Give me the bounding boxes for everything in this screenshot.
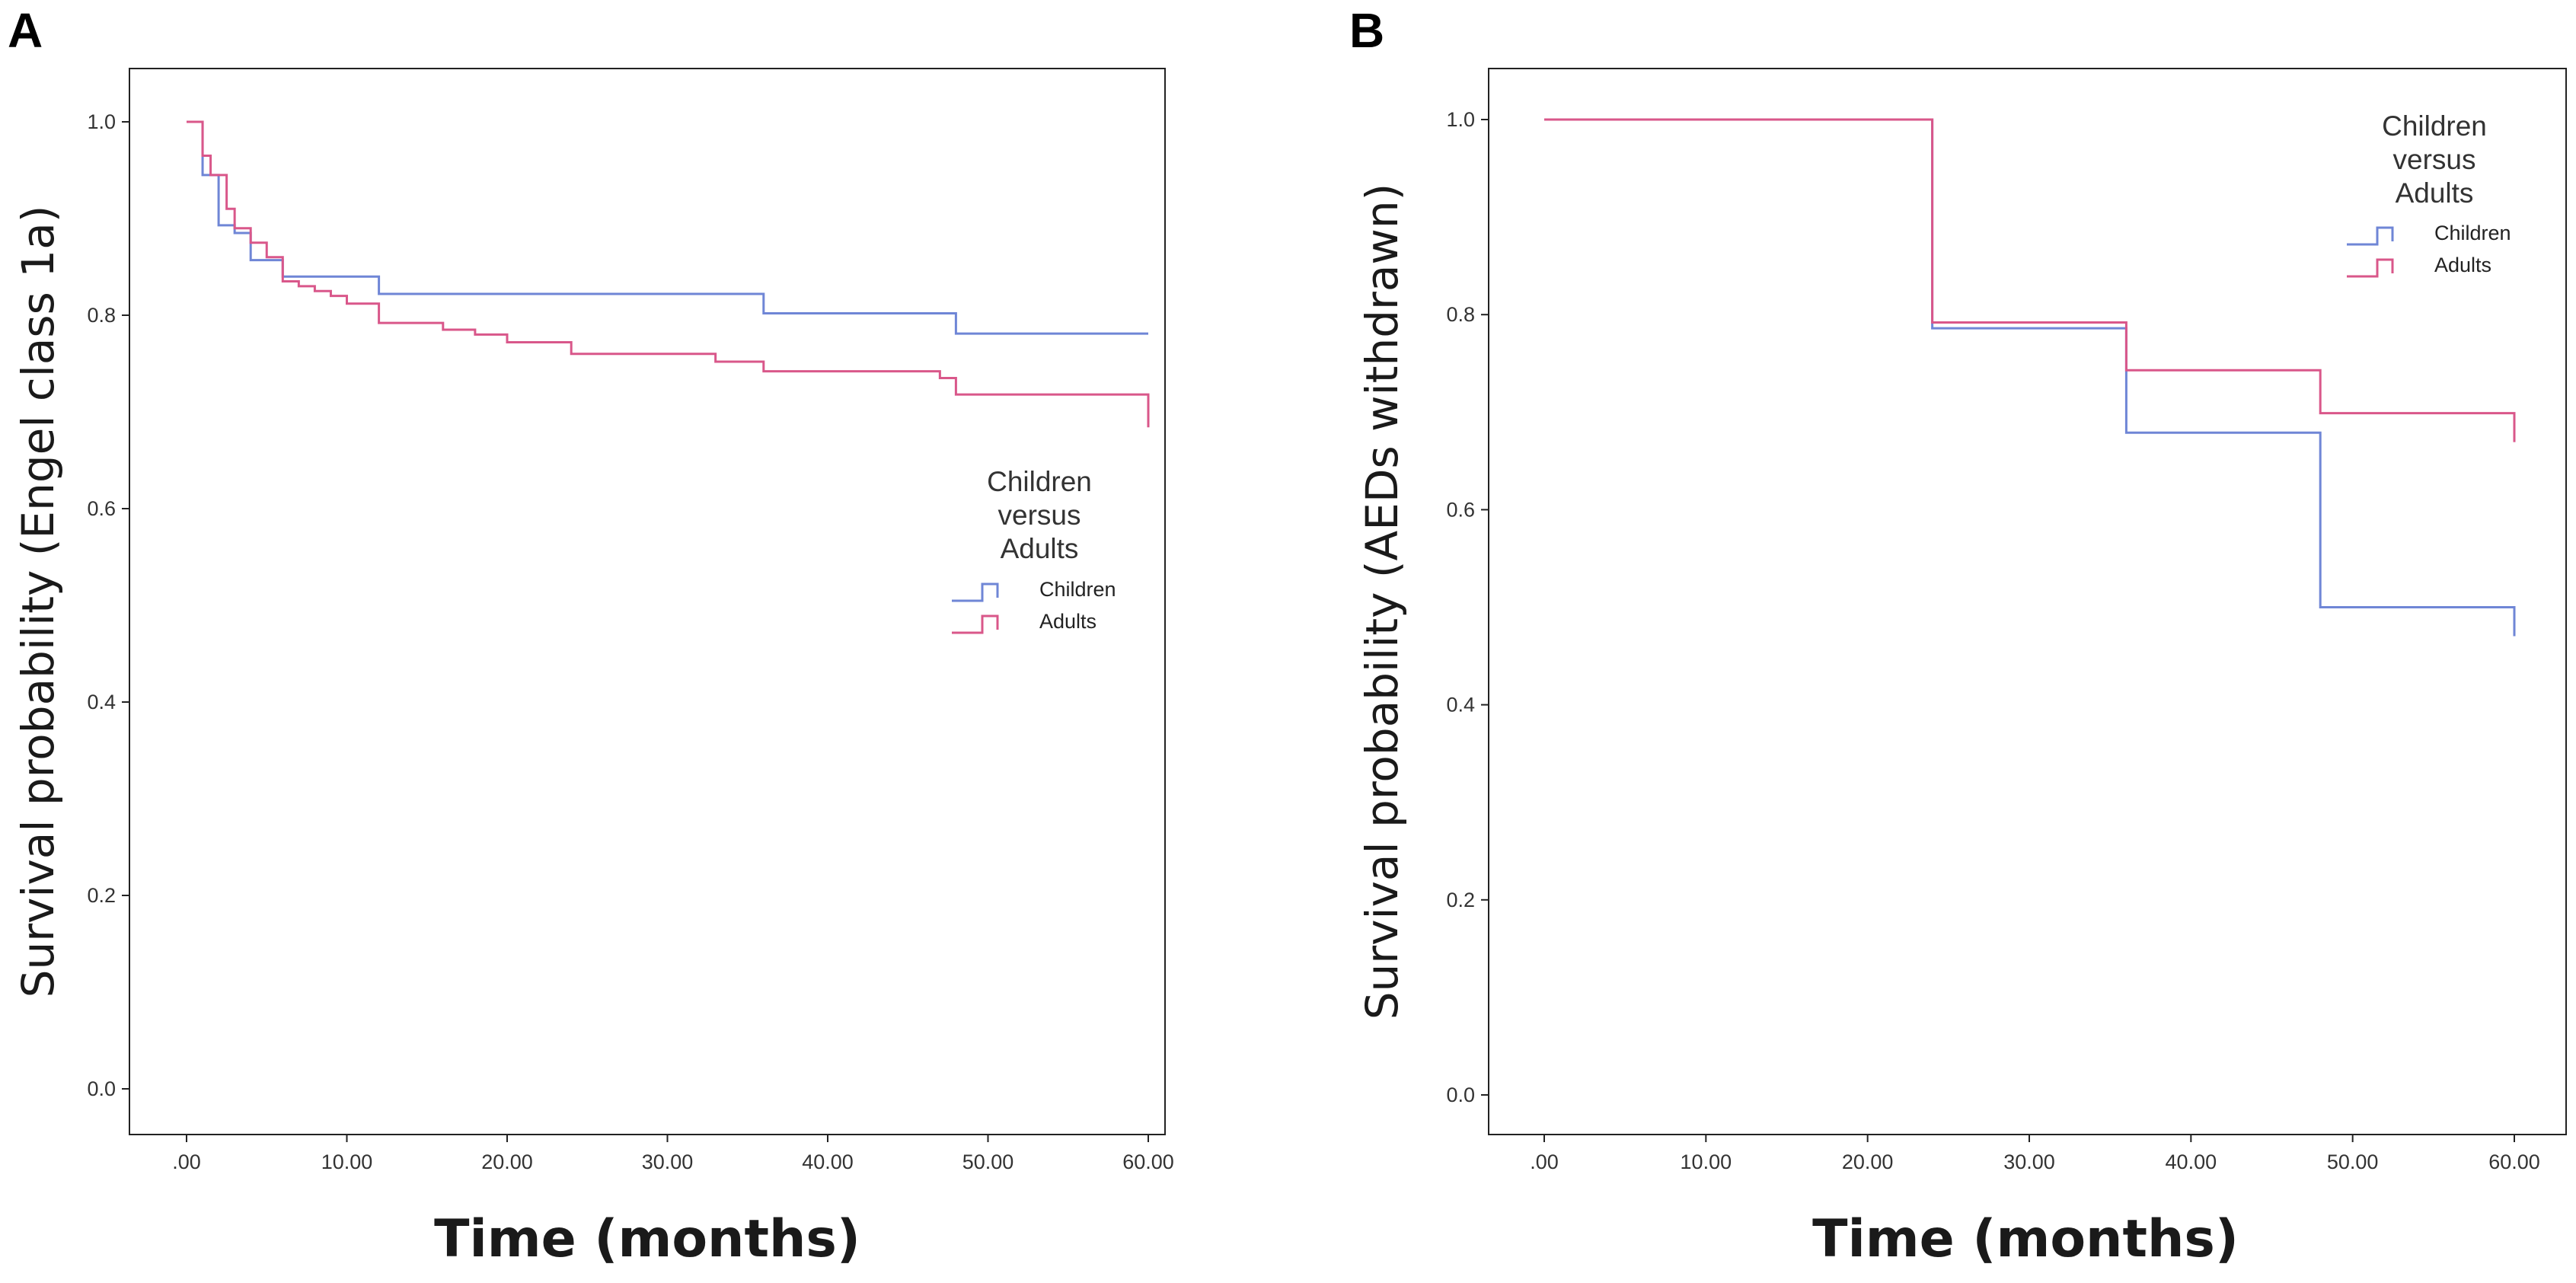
y-tick-label: 0.0 [1446,1084,1475,1106]
y-tick-label: 0.8 [1446,303,1475,326]
y-axis-label: Survival probability (AEDs withdrawn) [1356,184,1408,1020]
legend-swatch-children [2347,226,2394,246]
legend-title-line: Adults [2396,177,2474,209]
plot-frame [129,68,1166,1135]
x-tick-label: .00 [1530,1151,1559,1173]
x-axis-label: Time (months) [434,1209,860,1269]
x-tick-label: 10.00 [1681,1151,1732,1173]
legend-swatch-adults [2347,258,2394,278]
y-tick-label: 0.4 [1446,694,1475,717]
series-line-children [187,120,1148,335]
x-tick-label: 30.00 [2003,1151,2055,1173]
x-tick-label: 20.00 [481,1151,533,1173]
y-tick-label: 0.8 [87,304,116,327]
legend-title-line: versus [2393,144,2476,175]
series-line-children [1544,118,2516,637]
legend-title-line: Children [2382,110,2487,142]
legend-swatch-adults [952,614,999,634]
legend-label-adults: Adults [1039,610,1096,633]
y-tick-label: 0.6 [87,497,116,520]
chart-panel-b: B .00 10.00 20.00 30.00 40.00 50.00 60.00 0.0 0.2… [1349,3,2567,1269]
x-tick-label: 40.00 [2166,1151,2217,1173]
legend-swatch-children [952,582,999,602]
x-tick-label: 60.00 [1122,1151,1174,1173]
series-line-adults [187,120,1150,428]
x-axis-label: Time (months) [1812,1209,2239,1269]
legend-label-adults: Adults [2434,254,2491,276]
legend-title-line: Adults [1001,533,1079,564]
panel-letter: B [1349,3,1384,58]
y-tick-label: 0.6 [1446,498,1475,521]
legend-label-children: Children [2434,222,2511,244]
x-tick-label: 20.00 [1842,1151,1894,1173]
x-tick-label: 40.00 [802,1151,854,1173]
x-tick-label: 30.00 [642,1151,694,1173]
legend-label-children: Children [1039,578,1116,601]
legend-title-line: versus [998,499,1081,531]
panel-letter: A [8,3,43,58]
series-line-adults [1544,118,2516,442]
x-tick-label: 10.00 [321,1151,373,1173]
y-tick-label: 0.4 [87,691,116,713]
x-tick-label: 50.00 [2327,1151,2379,1173]
y-axis-label: Survival probability (Engel class 1a) [12,206,64,998]
y-tick-label: 0.2 [1446,889,1475,911]
x-tick-label: 50.00 [962,1151,1014,1173]
y-tick-label: 1.0 [87,110,116,133]
y-tick-label: 1.0 [1446,108,1475,131]
x-tick-label: 60.00 [2488,1151,2540,1173]
plot-frame [1488,68,2567,1135]
y-tick-label: 0.0 [87,1077,116,1100]
y-tick-label: 0.2 [87,884,116,907]
legend-title-line: Children [987,466,1092,497]
chart-panel-a: A .00 10.00 20.00 30.00 40.00 50.00 60.00 0.0 0.2… [8,3,1174,1269]
x-tick-label: .00 [172,1151,201,1173]
